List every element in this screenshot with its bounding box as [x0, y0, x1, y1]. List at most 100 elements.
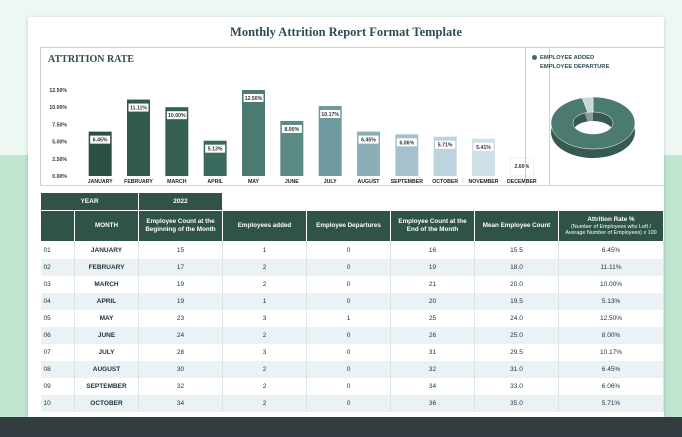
- cell-month: MAY: [74, 310, 139, 327]
- cell-dep: 0: [306, 327, 391, 344]
- cell-added: 2: [222, 327, 307, 344]
- cell-end: 36: [390, 395, 475, 412]
- data-label: 12.50%: [245, 96, 263, 102]
- col-header-end: Employee Count at the End of the Month: [390, 210, 475, 242]
- data-label-bg: [205, 144, 226, 153]
- col-header-num: [40, 210, 75, 242]
- cell-begin: 28: [138, 344, 223, 361]
- cell-month: FEBRUARY: [74, 259, 139, 276]
- cell-num: 01: [40, 241, 75, 259]
- cell-end: 16: [390, 241, 475, 259]
- chart-title: ATTRITION RATE: [48, 54, 135, 65]
- table-row: 08 AUGUST 30 2 0 32 31.0 6.45%: [40, 361, 664, 378]
- x-tick-label: FEBRUARY: [124, 179, 153, 185]
- cell-num: 05: [40, 310, 75, 327]
- cell-month: APRIL: [74, 293, 139, 310]
- table-row: 06 JUNE 24 2 0 26 25.0 8.00%: [40, 327, 664, 344]
- bottom-bar: [0, 417, 682, 437]
- cell-begin: 19: [138, 276, 223, 293]
- cell-dep: 0: [306, 293, 391, 310]
- data-label-bg: [243, 94, 264, 102]
- cell-end: 31: [390, 344, 475, 361]
- donut-svg: [550, 96, 636, 158]
- cell-num: 02: [40, 259, 75, 276]
- cell-rate: 8.00%: [558, 327, 664, 344]
- cell-rate: 6.45%: [558, 361, 664, 378]
- data-label-bg: [473, 142, 494, 151]
- cell-mean: 19.5: [474, 293, 559, 310]
- bar-june: [280, 120, 304, 176]
- col-header-departures: Employee Departures: [306, 210, 391, 242]
- x-tick-label: OCTOBER: [432, 179, 458, 185]
- cell-month: JANUARY: [74, 241, 139, 259]
- bar-february: [127, 99, 150, 176]
- cell-begin: 19: [138, 293, 223, 310]
- cell-end: 34: [390, 378, 475, 395]
- cell-mean: 29.5: [474, 344, 559, 361]
- data-label: 5.13%: [208, 147, 223, 153]
- bar-march: [165, 107, 189, 176]
- cell-month: AUGUST: [74, 361, 139, 378]
- col-header-added: Employees added: [222, 210, 307, 242]
- cell-end: 20: [390, 293, 475, 310]
- data-label-bg: [320, 110, 341, 119]
- data-label: 5.71%: [438, 143, 453, 149]
- cell-month: JUNE: [74, 327, 139, 344]
- data-label-bg: [281, 124, 302, 133]
- cell-dep: 0: [306, 344, 391, 361]
- table-row: 05 MAY 23 3 1 25 24.0 12.50%: [40, 310, 664, 327]
- cell-dep: 0: [306, 361, 391, 378]
- data-label: 10.00%: [168, 113, 186, 119]
- cell-added: 2: [222, 378, 307, 395]
- x-tick-label: JANUARY: [88, 179, 113, 185]
- cell-dep: 0: [306, 378, 391, 395]
- cell-begin: 32: [138, 378, 223, 395]
- cell-rate: 6.06%: [558, 378, 664, 395]
- y-tick-label: 0.00%: [52, 174, 67, 180]
- cell-num: 07: [40, 344, 75, 361]
- bar-chart-svg: 0.00% 2.50% 5.00% 7.50% 10.00% 12.50% 6.45% JAN…: [49, 88, 537, 185]
- y-tick-label: 10.00%: [49, 105, 67, 111]
- cell-dep: 0: [306, 259, 391, 276]
- data-label: 10.17%: [321, 112, 339, 118]
- cell-dep: 0: [306, 276, 391, 293]
- cell-mean: 33.0: [474, 378, 559, 395]
- cell-end: 25: [390, 310, 475, 327]
- legend-dot-icon: [532, 54, 537, 60]
- cell-dep: 0: [306, 241, 391, 259]
- cell-dep: 0: [306, 395, 391, 412]
- cell-mean: 31.0: [474, 361, 559, 378]
- cell-rate: 5.13%: [558, 293, 664, 310]
- data-label-bg: [90, 135, 111, 144]
- cell-num: 03: [40, 276, 75, 293]
- donut-slice-1: [581, 96, 594, 113]
- data-label-bg: [128, 103, 149, 112]
- cell-num: 10: [40, 395, 75, 412]
- cell-end: 21: [390, 276, 475, 293]
- cell-num: 09: [40, 378, 75, 395]
- legend-item-added: EMPLOYEE ADDED: [532, 54, 609, 63]
- cell-mean: 35.0: [474, 395, 559, 412]
- cell-added: 2: [222, 395, 307, 412]
- cell-num: 08: [40, 361, 75, 378]
- table-row: 09 SEPTEMBER 32 2 0 34 33.0 6.06%: [40, 378, 664, 395]
- cell-begin: 24: [138, 327, 223, 344]
- cell-mean: 18.0: [474, 259, 559, 276]
- x-tick-label: NOVEMBER: [469, 179, 499, 185]
- cell-begin: 23: [138, 310, 223, 327]
- bar-july: [318, 106, 342, 176]
- cell-begin: 34: [138, 395, 223, 412]
- page-title: Monthly Attrition Report Format Template: [230, 25, 462, 39]
- attrition-table: MONTH Employee Count at the Beginning of…: [40, 210, 664, 412]
- cell-mean: 15.5: [474, 241, 559, 259]
- cell-rate: 12.50%: [558, 310, 664, 327]
- data-label-bg: [511, 162, 532, 171]
- cell-rate: 11.11%: [558, 259, 664, 276]
- x-tick-label: DECEMBER: [507, 179, 537, 185]
- table-body: 01 JANUARY 15 1 0 16 15.5 6.45% 02 FEBRUARY 17 2 0 19…: [40, 241, 664, 412]
- cell-month: MARCH: [74, 276, 139, 293]
- x-tick-label: JULY: [324, 179, 337, 185]
- cell-added: 2: [222, 276, 307, 293]
- cell-num: 04: [40, 293, 75, 310]
- cell-mean: 25.0: [474, 327, 559, 344]
